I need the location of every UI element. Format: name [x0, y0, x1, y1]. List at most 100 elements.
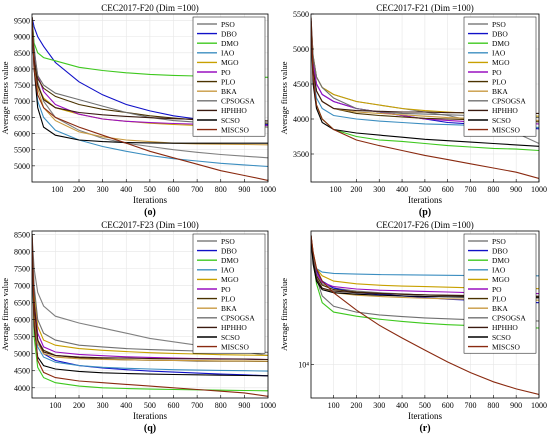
y-tick-label: 8000	[14, 247, 30, 256]
x-tick-label: 400	[396, 401, 408, 410]
y-tick-label: 4500	[14, 367, 30, 376]
legend-label-miscso: MISCSO	[492, 342, 521, 351]
legend-label-scso: SCSO	[221, 116, 240, 125]
legend-label-mgo: MGO	[221, 275, 239, 284]
legend-label-mgo: MGO	[492, 275, 510, 284]
legend-label-cpsogsa: CPSOGSA	[492, 314, 526, 323]
series-line-scso	[32, 20, 268, 144]
y-tick-label: 5000	[293, 45, 309, 54]
y-axis-label: Average fitness value	[279, 278, 289, 351]
y-tick-label: 6500	[14, 113, 30, 122]
x-tick-label: 800	[487, 401, 499, 410]
chart-title: CEC2017-F23 (Dim =100)	[101, 220, 199, 230]
x-tick-label: 700	[465, 185, 477, 194]
series-line-scso	[311, 27, 539, 147]
x-tick-label: 500	[144, 401, 156, 410]
x-tick-label: 1000	[531, 401, 547, 410]
y-tick-label: 10⁴	[298, 360, 309, 369]
x-tick-label: 700	[191, 185, 203, 194]
y-tick-label: 7000	[14, 97, 30, 106]
chart-panel-0: 200 300 400 500 600 700 800 900 1000 100 5000 5500 6…	[0, 3, 276, 218]
x-axis-label: Iterations	[133, 195, 167, 205]
legend-label-iao: IAO	[492, 49, 506, 58]
y-tick-label: 5500	[14, 146, 30, 155]
y-tick-label: 5500	[14, 333, 30, 342]
legend-label-miscso: MISCSO	[221, 342, 250, 351]
legend-label-po: PO	[221, 68, 231, 77]
legend-label-cpsogsa: CPSOGSA	[492, 97, 526, 106]
x-tick-label: 900	[238, 185, 250, 194]
y-tick-label: 6000	[14, 316, 30, 325]
legend-label-cpsogsa: CPSOGSA	[221, 314, 255, 323]
x-axis-label: Iterations	[408, 411, 442, 421]
series-line-hphho	[32, 237, 268, 361]
x-tick-label: 100	[51, 185, 63, 194]
legend-label-plo: PLO	[221, 294, 236, 303]
x-tick-label: 600	[168, 401, 180, 410]
series-line-bka	[32, 20, 268, 146]
x-tick-label: 300	[373, 401, 385, 410]
legend-label-bka: BKA	[492, 87, 508, 96]
series-line-mgo	[32, 237, 268, 356]
legend-label-cpsogsa: CPSOGSA	[221, 97, 255, 106]
x-tick-label: 200	[350, 185, 362, 194]
series-line-miscso	[311, 17, 539, 180]
legend-label-po: PO	[492, 68, 502, 77]
legend-label-po: PO	[221, 285, 231, 294]
x-tick-label: 100	[49, 401, 61, 410]
x-tick-label: 600	[442, 185, 454, 194]
legend-label-mgo: MGO	[492, 58, 510, 67]
y-axis-label: Average fitness value	[0, 61, 10, 134]
y-tick-label: 8500	[14, 230, 30, 239]
y-axis-label: Average fitness value	[279, 61, 289, 134]
x-axis-label: Iterations	[133, 411, 167, 421]
x-tick-label: 200	[73, 401, 85, 410]
legend-label-mgo: MGO	[221, 58, 239, 67]
x-tick-label: 900	[238, 401, 250, 410]
legend-label-dbo: DBO	[492, 246, 508, 255]
legend-label-bka: BKA	[492, 304, 508, 313]
series-line-dmo	[32, 234, 268, 392]
panel-label: (o)	[144, 207, 156, 218]
legend-label-scso: SCSO	[221, 333, 240, 342]
y-tick-label: 5500	[293, 10, 309, 19]
x-tick-label: 900	[510, 401, 522, 410]
x-tick-label: 1000	[260, 185, 276, 194]
y-tick-label: 9000	[14, 33, 30, 42]
x-tick-label: 300	[373, 185, 385, 194]
y-tick-label: 6000	[14, 130, 30, 139]
y-tick-label: 5000	[14, 350, 30, 359]
legend-label-miscso: MISCSO	[492, 125, 521, 134]
panel-label: (q)	[144, 423, 156, 434]
x-tick-label: 800	[487, 185, 499, 194]
chart-panel-3: 100 200 300 400 500 600 700 800 900 1000 10⁴ CEC201…	[279, 220, 547, 434]
y-tick-label: 7000	[14, 282, 30, 291]
legend-label-scso: SCSO	[492, 116, 511, 125]
legend-label-plo: PLO	[492, 77, 507, 86]
chart-panel-2: 100 200 300 400 500 600 700 800 900 1000 4000 4500 5…	[0, 220, 276, 434]
legend-label-dbo: DBO	[492, 29, 508, 38]
x-tick-label: 500	[419, 401, 431, 410]
x-tick-label: 1000	[531, 185, 547, 194]
series-line-bka	[32, 244, 268, 362]
legend-label-dbo: DBO	[221, 29, 237, 38]
x-tick-label: 600	[442, 401, 454, 410]
chart-title: CEC2017-F26 (Dim =100)	[376, 220, 474, 230]
y-tick-label: 8500	[14, 49, 30, 58]
y-tick-label: 4000	[293, 115, 309, 124]
x-tick-label: 300	[97, 401, 109, 410]
x-tick-label: 900	[510, 185, 522, 194]
legend-label-hphho: HPHHO	[492, 106, 518, 115]
y-tick-label: 7500	[14, 81, 30, 90]
chart-title: CEC2017-F21 (Dim =100)	[376, 3, 474, 13]
x-tick-label: 200	[350, 401, 362, 410]
series-line-miscso	[32, 17, 268, 181]
legend: PSODBODMOIAOMGOPOPLOBKACPSOGSAHPHHOSCSOM…	[192, 16, 266, 137]
legend-label-plo: PLO	[492, 294, 507, 303]
x-tick-label: 800	[215, 185, 227, 194]
legend-box	[463, 16, 537, 137]
legend-label-dbo: DBO	[221, 246, 237, 255]
x-tick-label: 500	[419, 185, 431, 194]
series-line-miscso	[32, 234, 268, 397]
